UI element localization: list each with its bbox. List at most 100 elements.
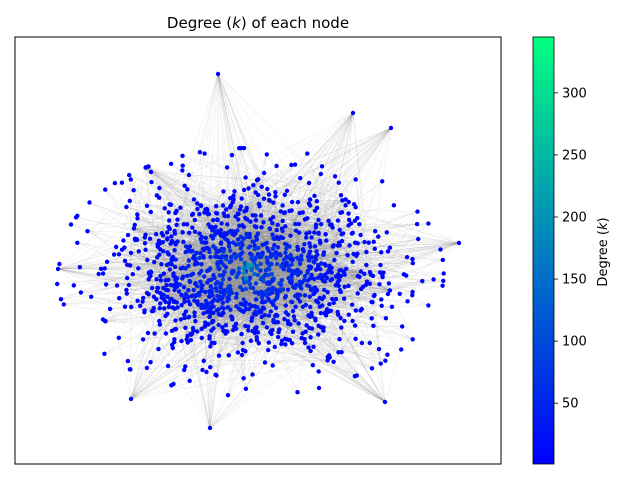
network-edge xyxy=(359,249,441,278)
network-edge xyxy=(223,264,257,300)
network-edge xyxy=(264,251,367,316)
network-node xyxy=(149,179,154,185)
network-node xyxy=(337,287,343,293)
network-node xyxy=(246,328,251,333)
network-edge xyxy=(167,219,239,233)
network-edge xyxy=(172,213,300,349)
network-node xyxy=(193,318,198,324)
network-edge xyxy=(145,167,320,388)
network-edge xyxy=(285,248,299,345)
network-edge xyxy=(295,178,301,231)
network-node xyxy=(253,281,259,286)
network-node xyxy=(279,278,284,283)
network-node xyxy=(295,272,301,278)
network-edge xyxy=(223,312,319,335)
network-edge xyxy=(217,73,360,225)
network-edge xyxy=(245,211,282,272)
network-edge xyxy=(226,167,229,288)
network-edge xyxy=(217,219,390,291)
network-edge xyxy=(190,264,292,276)
network-node xyxy=(308,304,313,310)
network-node xyxy=(277,281,282,286)
network-edge xyxy=(190,275,330,305)
network-node xyxy=(220,203,226,208)
network-edge xyxy=(130,179,213,323)
network-node xyxy=(307,197,313,202)
network-edge xyxy=(197,208,216,257)
network-edge xyxy=(389,290,413,340)
network-node xyxy=(270,232,275,237)
network-edge xyxy=(348,201,384,273)
network-node xyxy=(207,249,212,255)
network-edge xyxy=(220,230,297,288)
network-node xyxy=(243,286,248,292)
network-edge xyxy=(163,288,211,429)
network-edge xyxy=(126,147,242,208)
network-node xyxy=(322,287,327,293)
network-edge xyxy=(295,289,314,307)
network-edge xyxy=(126,293,162,295)
network-node xyxy=(291,314,297,319)
network-node xyxy=(166,210,171,215)
network-edge xyxy=(57,268,148,294)
network-edge xyxy=(270,112,354,220)
network-edge xyxy=(253,260,296,307)
network-edge xyxy=(87,205,224,232)
network-node xyxy=(169,258,174,263)
network-node xyxy=(166,252,171,257)
network-edge xyxy=(213,275,358,307)
network-edge xyxy=(150,271,308,273)
network-edge xyxy=(360,234,367,285)
network-node xyxy=(180,168,185,173)
network-node xyxy=(331,300,336,305)
network-node xyxy=(265,186,270,192)
network-edge xyxy=(261,227,365,274)
network-node xyxy=(307,294,312,299)
network-node xyxy=(233,321,239,326)
network-node xyxy=(231,269,236,274)
network-edge xyxy=(303,112,354,252)
network-edge xyxy=(173,296,210,303)
network-node xyxy=(148,360,153,365)
network-edge xyxy=(126,206,168,233)
network-edge xyxy=(256,180,279,248)
network-edge xyxy=(275,307,307,326)
network-edge xyxy=(295,306,386,403)
network-edge xyxy=(316,242,460,291)
network-edge xyxy=(208,173,321,215)
network-node xyxy=(160,233,166,238)
network-node xyxy=(148,274,153,279)
network-edge xyxy=(285,282,303,345)
network-node xyxy=(190,248,195,254)
network-node xyxy=(156,346,161,352)
network-node xyxy=(388,125,394,131)
network-node xyxy=(241,236,246,241)
network-node xyxy=(335,309,340,315)
network-edge xyxy=(225,196,276,326)
network-node xyxy=(125,275,130,281)
network-node xyxy=(166,300,172,306)
network-edge xyxy=(217,73,247,209)
network-node xyxy=(313,316,318,321)
network-node xyxy=(252,290,257,295)
network-edge xyxy=(190,226,212,276)
network-node xyxy=(440,257,445,263)
network-node xyxy=(166,304,171,310)
network-edge xyxy=(145,219,350,235)
network-node xyxy=(182,296,187,301)
network-edge xyxy=(197,276,360,332)
network-node xyxy=(190,331,195,336)
network-edge xyxy=(231,270,373,369)
network-node xyxy=(162,306,167,311)
network-node xyxy=(335,218,341,223)
colorbar-tick-label: 50 xyxy=(562,397,579,412)
network-edge xyxy=(159,250,223,322)
network-edge xyxy=(213,328,243,344)
network-node xyxy=(203,320,208,325)
network-edge xyxy=(150,238,267,296)
network-node xyxy=(293,304,298,309)
network-edge xyxy=(114,254,196,260)
network-edge xyxy=(348,201,429,306)
network-edge xyxy=(57,204,170,270)
network-node xyxy=(350,110,356,116)
